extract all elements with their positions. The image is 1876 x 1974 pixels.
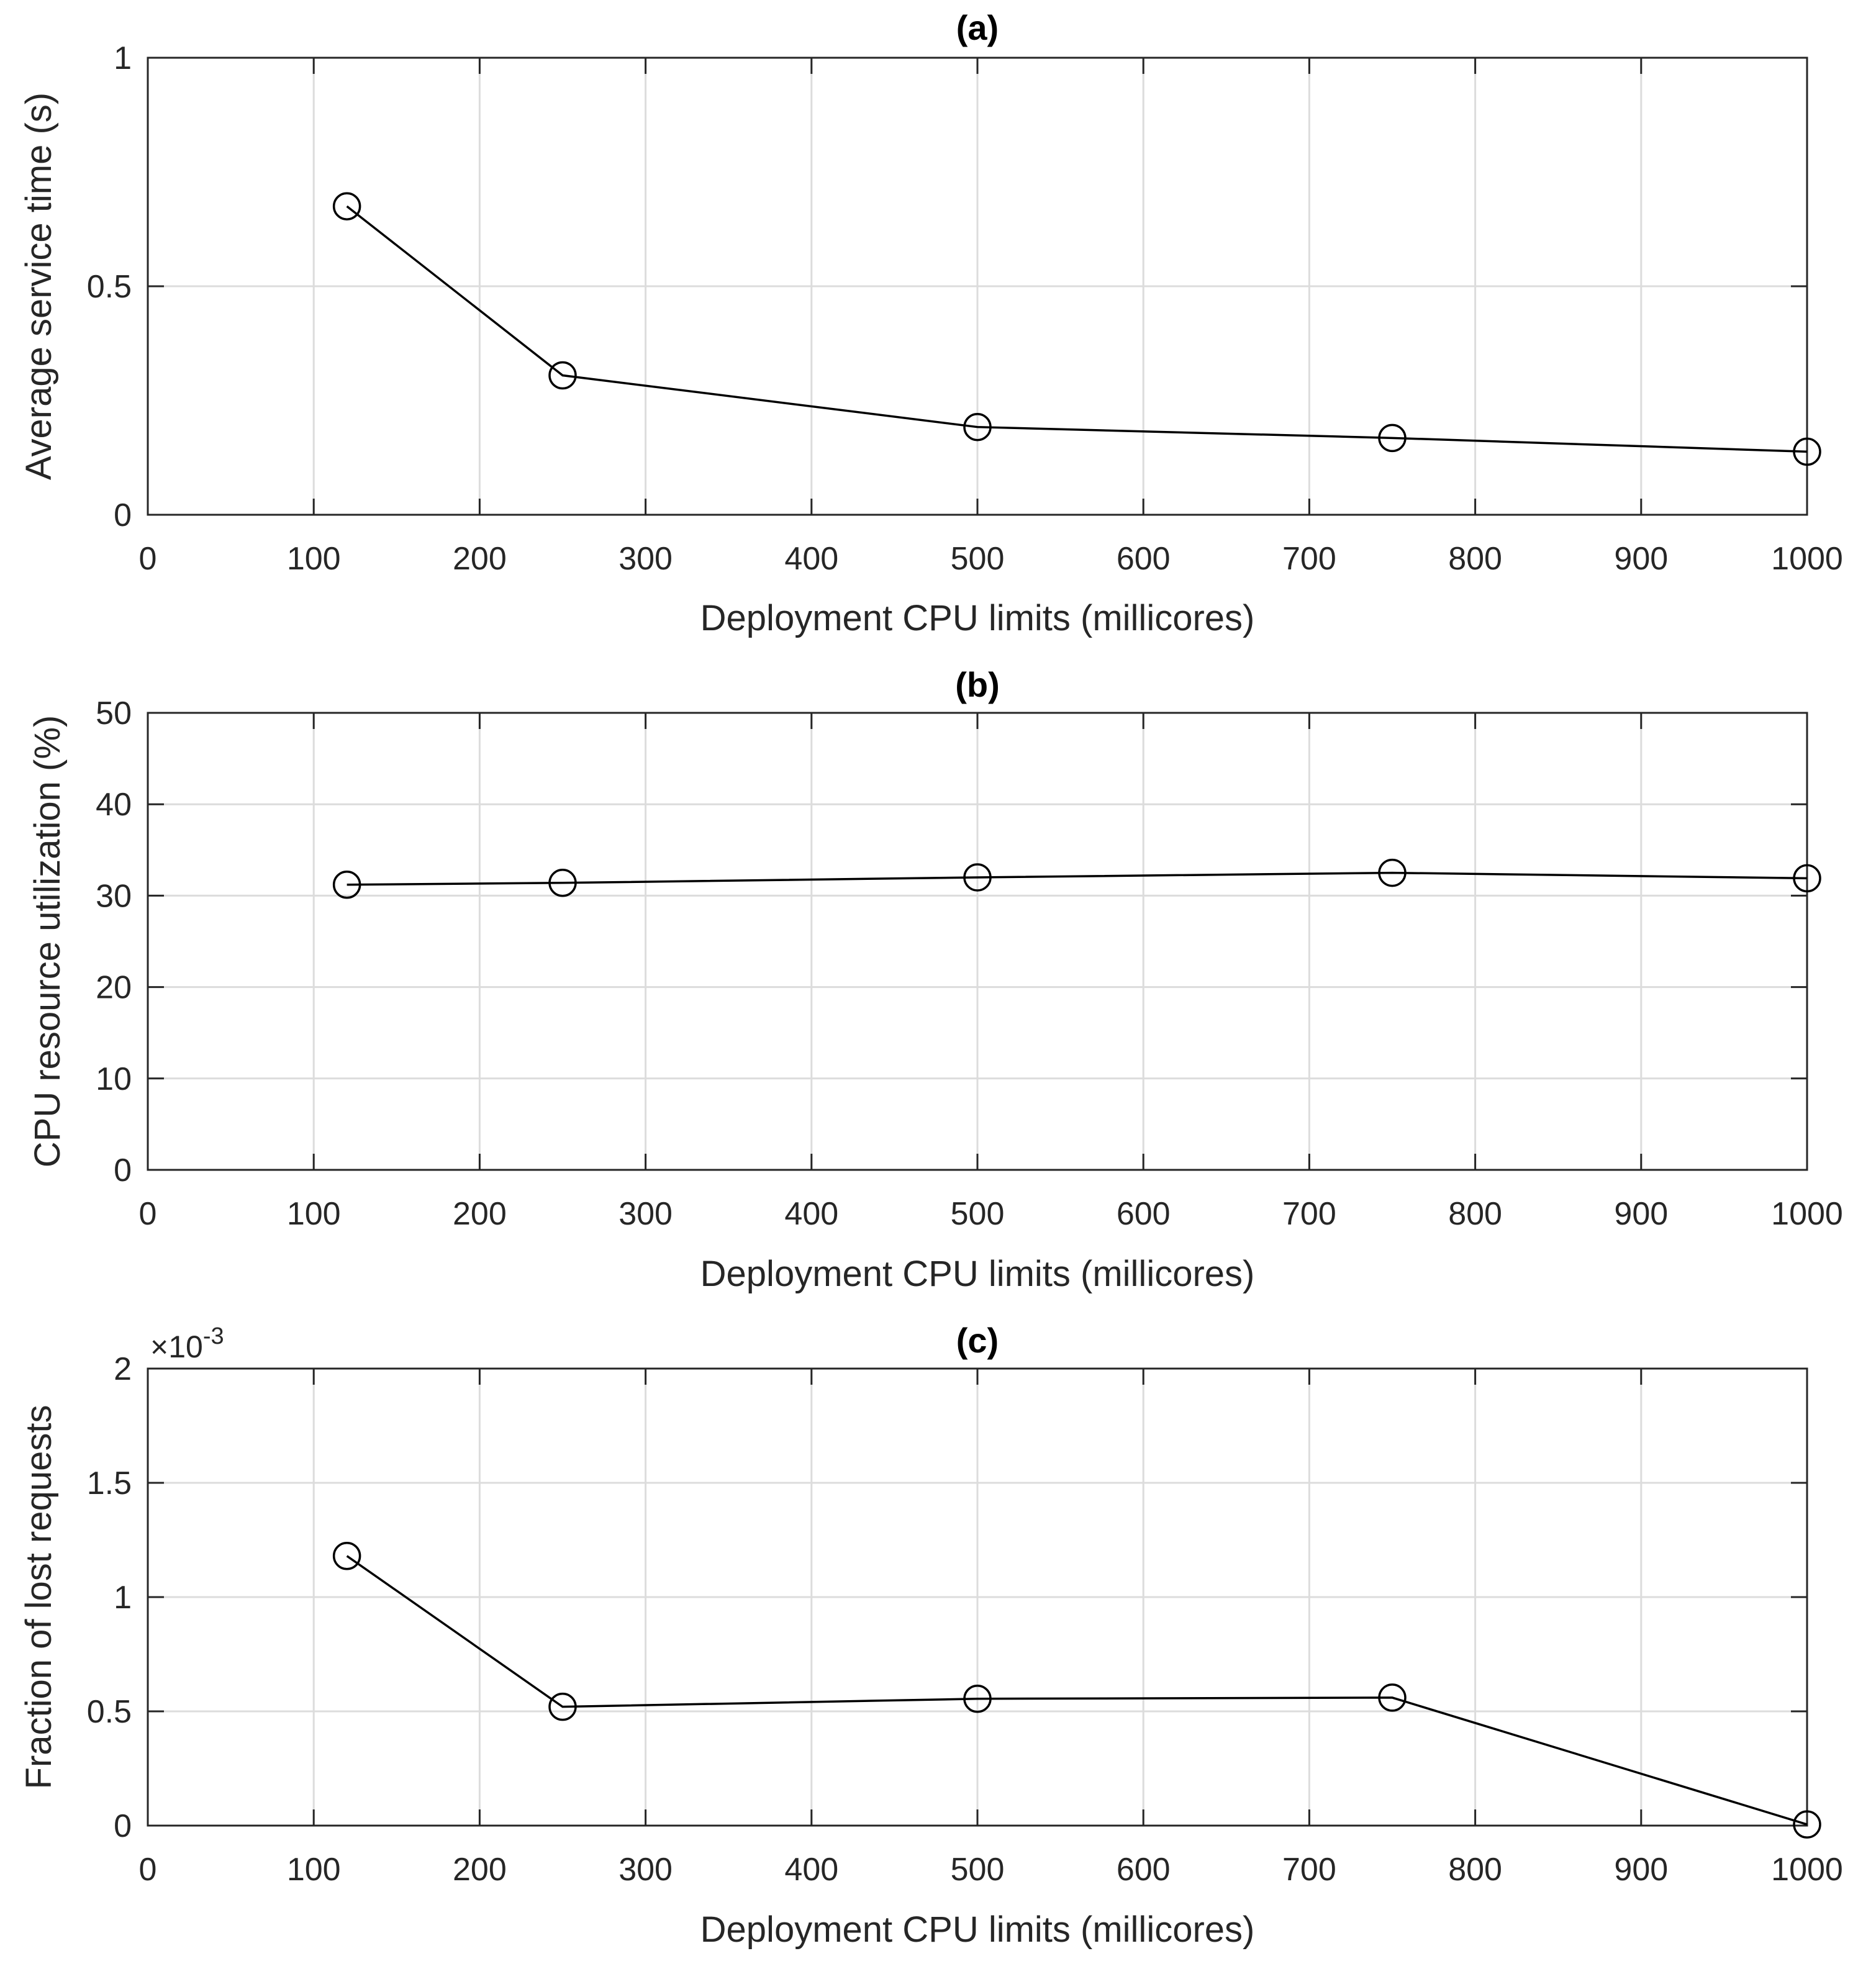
subplot-c-ytick-label: 1 [114, 1580, 132, 1616]
subplot-c-xtick-label: 700 [1282, 1852, 1336, 1888]
subplot-b-xtick-label: 200 [453, 1196, 507, 1232]
subplot-c-xtick-label: 500 [951, 1852, 1005, 1888]
subplot-b-xtick-label: 1000 [1771, 1196, 1843, 1232]
subplot-b-xtick-label: 600 [1117, 1196, 1171, 1232]
subplot-b-xtick-label: 700 [1282, 1196, 1336, 1232]
subplot-b-ytick-label: 20 [96, 970, 132, 1006]
subplot-c-xtick-label: 100 [287, 1852, 341, 1888]
subplot-c-data-point [1793, 1810, 1821, 1839]
subplot-a-data-point [1378, 423, 1407, 453]
subplot-b-ticks: 0 100 200 300 400 500 600 700 800 900 1000 0 10 20 30 4… [96, 695, 1843, 1232]
subplot-c-axes-frame [147, 1367, 1808, 1827]
subplot-a-ticks: 0 100 200 300 400 500 600 700 800 900 1000 0 0.5 1 [87, 40, 1843, 577]
subplot-b-data-point [1378, 858, 1407, 887]
subplot-b-ytick-label: 30 [96, 878, 132, 914]
subplot-a-data-point [963, 412, 992, 441]
subplot-a-xtick-label: 0 [139, 541, 157, 577]
subplot-b-xtick-label: 400 [784, 1196, 838, 1232]
subplot-c-xtick-label: 200 [453, 1852, 507, 1888]
subplot-b-xtick-label: 800 [1448, 1196, 1502, 1232]
subplot-a: (a) 0 100 200 300 400 500 600 700 800 900 1000 0 0.5… [19, 8, 1843, 638]
subplot-c-data-point [1378, 1683, 1407, 1712]
subplot-a-ytick-label: 0 [114, 497, 132, 533]
subplot-b-xtick-label: 900 [1614, 1196, 1668, 1232]
subplot-a-grid [148, 58, 1807, 515]
subplot-c-series-line [346, 1555, 1808, 1826]
subplot-a-xtick-label: 600 [1117, 541, 1171, 577]
subplot-a-xtick-label: 900 [1614, 541, 1668, 577]
subplot-c-data-point [963, 1685, 992, 1713]
subplot-a-xtick-label: 800 [1448, 541, 1502, 577]
subplot-c-exponent-power: -3 [203, 1323, 224, 1349]
subplot-c-exponent-base: ×10 [150, 1329, 203, 1364]
subplot-c-xtick-label: 800 [1448, 1852, 1502, 1888]
subplot-b-ytick-label: 10 [96, 1061, 132, 1097]
subplot-c-xlabel: Deployment CPU limits (millicores) [700, 1909, 1255, 1950]
subplot-b-xlabel: Deployment CPU limits (millicores) [700, 1254, 1255, 1294]
subplot-c-title: (c) [956, 1321, 999, 1360]
subplot-b-grid [148, 713, 1807, 1170]
subplot-a-xtick-label: 500 [951, 541, 1005, 577]
subplot-a-ytick-label: 1 [114, 40, 132, 76]
subplot-a-xtick-label: 200 [453, 541, 507, 577]
subplot-c-xtick-label: 600 [1117, 1852, 1171, 1888]
subplot-b-ylabel: CPU resource utilization (%) [27, 715, 68, 1167]
subplot-c-ytick-label: 2 [114, 1351, 132, 1387]
subplot-c-data-point [548, 1692, 577, 1721]
subplot-b-data-point [963, 863, 992, 892]
subplot-a-series [332, 192, 1821, 466]
subplot-c: (c) ×10-3 0 100 200 300 400 500 600 700 800 900 10… [19, 1321, 1843, 1950]
subplot-c-ticks: 0 100 200 300 400 500 600 700 800 900 1000 0 0.5 1 1.5… [87, 1351, 1843, 1888]
subplot-a-axes-frame [147, 57, 1808, 516]
subplot-b-series [332, 858, 1821, 899]
subplot-a-xtick-label: 300 [619, 541, 673, 577]
subplot-b-xtick-label: 100 [287, 1196, 341, 1232]
subplot-a-series-line [346, 205, 1808, 453]
subplot-b-ytick-label: 40 [96, 787, 132, 823]
subplot-b-data-point [1793, 864, 1821, 893]
subplot-c-ytick-label: 0 [114, 1808, 132, 1844]
subplot-c-xtick-label: 1000 [1771, 1852, 1843, 1888]
subplot-b: (b) 0 100 200 300 400 500 600 700 800 900 1000 0 10 2… [27, 665, 1843, 1294]
subplot-a-xtick-label: 700 [1282, 541, 1336, 577]
subplot-c-data-point [332, 1542, 361, 1570]
subplot-b-ytick-label: 0 [114, 1152, 132, 1188]
subplot-a-data-point [1793, 437, 1821, 466]
subplot-a-xtick-label: 1000 [1771, 541, 1843, 577]
subplot-c-xtick-label: 0 [139, 1852, 157, 1888]
subplot-a-data-point [332, 192, 361, 220]
subplot-b-xtick-label: 0 [139, 1196, 157, 1232]
subplot-c-series [332, 1542, 1821, 1839]
subplot-a-xlabel: Deployment CPU limits (millicores) [700, 598, 1255, 638]
subplot-b-data-point [548, 869, 577, 897]
subplot-c-ytick-label: 0.5 [87, 1694, 132, 1730]
subplot-b-series-line [347, 871, 1808, 886]
subplot-a-ytick-label: 0.5 [87, 269, 132, 305]
subplot-b-axes-frame [147, 712, 1808, 1171]
subplot-c-exponent: ×10-3 [150, 1323, 224, 1364]
subplot-c-xtick-label: 900 [1614, 1852, 1668, 1888]
subplot-c-xtick-label: 300 [619, 1852, 673, 1888]
subplot-a-ylabel: Average service time (s) [19, 93, 59, 480]
subplot-b-ytick-label: 50 [96, 695, 132, 731]
subplot-b-xtick-label: 500 [951, 1196, 1005, 1232]
subplot-a-xtick-label: 100 [287, 541, 341, 577]
subplot-b-xtick-label: 300 [619, 1196, 673, 1232]
subplot-a-xtick-label: 400 [784, 541, 838, 577]
subplot-a-title: (a) [956, 8, 999, 47]
subplot-c-ylabel: Fraction of lost requests [19, 1405, 59, 1790]
subplot-c-ytick-label: 1.5 [87, 1465, 132, 1501]
subplot-b-data-point [332, 870, 361, 899]
subplot-a-data-point [548, 361, 577, 390]
subplot-c-xtick-label: 400 [784, 1852, 838, 1888]
subplot-b-title: (b) [955, 665, 1000, 704]
